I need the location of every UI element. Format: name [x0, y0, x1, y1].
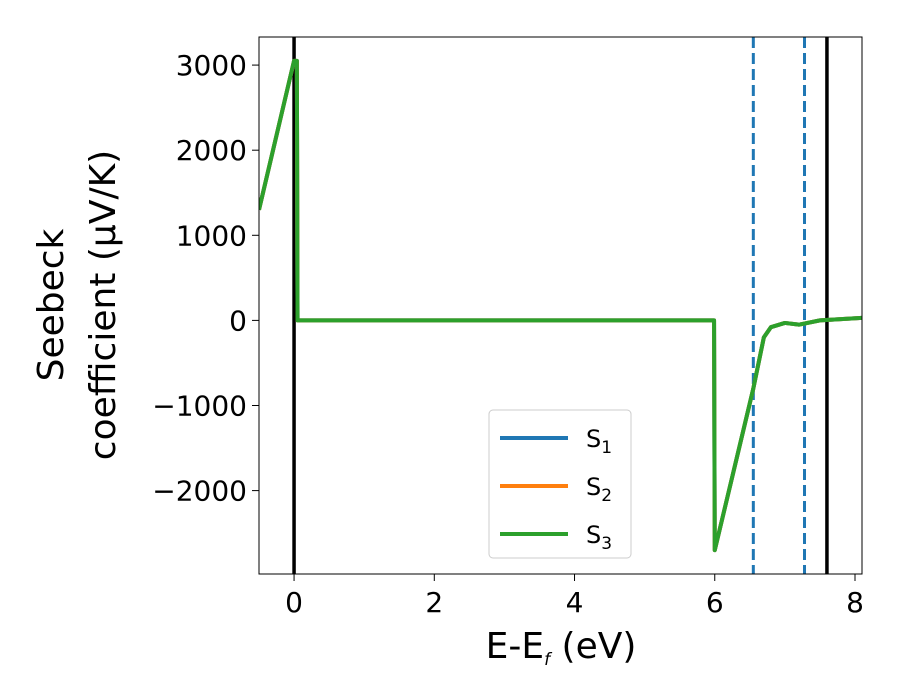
y-axis-title-line1: Seebeck [31, 228, 72, 381]
y-axis-ticks: 3000 2000 1000 0 −1000 −2000 [152, 49, 259, 508]
y-tick-label: −2000 [152, 475, 247, 508]
x-tick-label: 6 [706, 586, 724, 619]
series-lines [259, 58, 862, 553]
legend-label-S2: S2 [586, 473, 612, 506]
x-tick-label: 4 [566, 586, 584, 619]
y-axis-title-line2: coefficient (μV/K) [83, 150, 124, 460]
x-axis-ticks: 0 2 4 6 8 [285, 574, 864, 619]
x-tick-label: 2 [425, 586, 443, 619]
y-tick-label: 1000 [176, 219, 247, 252]
x-tick-label: 8 [846, 586, 864, 619]
y-tick-label: −1000 [152, 389, 247, 422]
series-line-S3 [259, 58, 862, 553]
y-tick-label: 2000 [176, 134, 247, 167]
x-axis-title: E-Ef (eV) [486, 626, 637, 670]
y-axis-title: Seebeck coefficient (μV/K) [31, 150, 124, 460]
y-tick-label: 3000 [176, 49, 247, 82]
plot-frame [258, 36, 863, 575]
legend-label-S3: S3 [586, 521, 612, 554]
legend-label-S1: S1 [586, 425, 612, 458]
y-tick-label: 0 [229, 304, 247, 337]
legend: S1 S2 S3 [488, 409, 632, 559]
vertical-reference-lines [292, 37, 829, 574]
x-tick-label: 0 [285, 586, 303, 619]
